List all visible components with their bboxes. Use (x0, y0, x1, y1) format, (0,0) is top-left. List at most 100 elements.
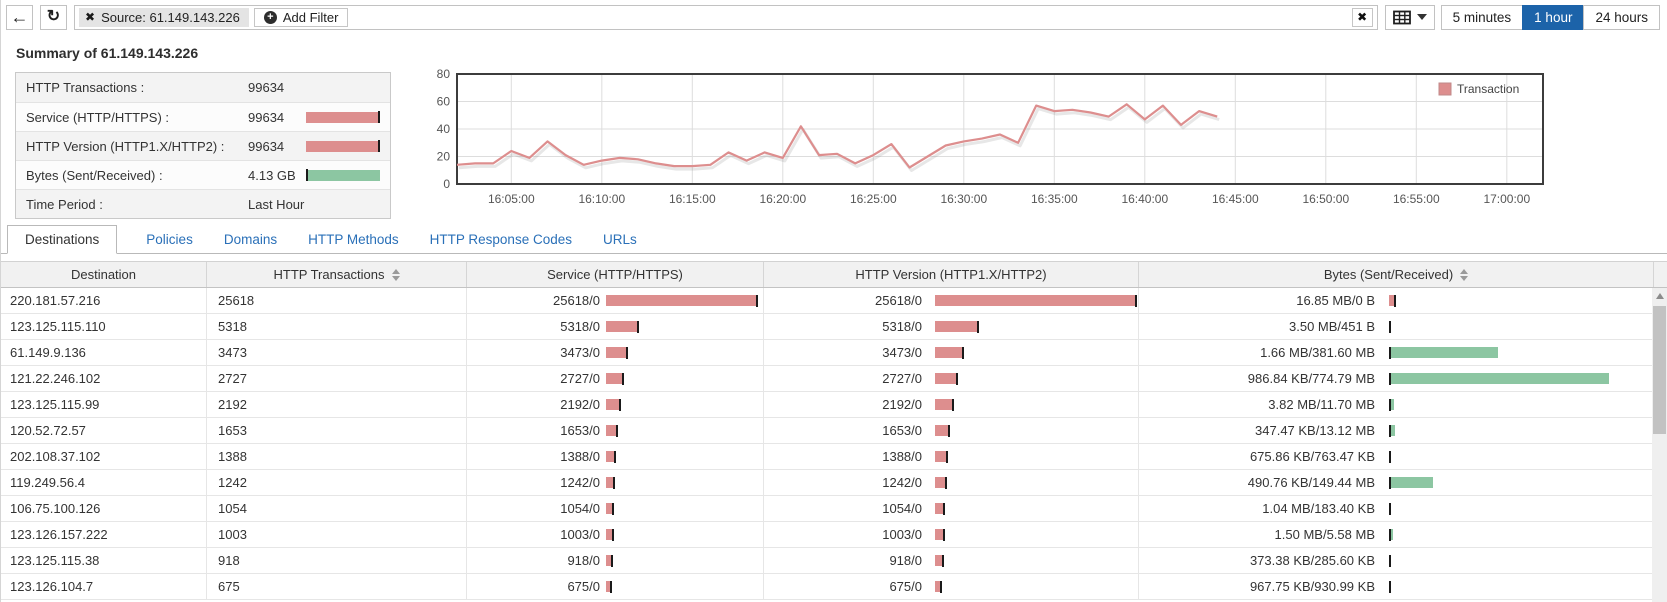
service-value: 1003/0 (560, 527, 600, 542)
back-button[interactable]: ← (6, 4, 33, 30)
http-version-bar (922, 502, 1130, 515)
remove-filter-icon[interactable]: ✖ (85, 10, 96, 24)
add-filter-button[interactable]: + Add Filter (253, 7, 349, 27)
table-view-menu-button[interactable] (1384, 4, 1435, 30)
transactions-cell: 2192 (206, 392, 466, 417)
tab-domains[interactable]: Domains (223, 232, 278, 247)
bytes-divider-tick (1389, 528, 1391, 541)
bytes-divider-tick (1389, 320, 1391, 333)
summary-row-label: Service (HTTP/HTTPS) : (26, 109, 170, 125)
table-row[interactable]: 123.126.104.7 675 675/0 675/0 967.75 KB/930.… (1, 574, 1653, 600)
tab-destinations[interactable]: Destinations (7, 225, 118, 254)
http-version-value: 1388/0 (882, 449, 922, 464)
table-row[interactable]: 123.126.157.222 1003 1003/0 1003/0 1.50 MB/5… (1, 522, 1653, 548)
tab-http-methods[interactable]: HTTP Methods (308, 232, 399, 247)
http-version-bar (922, 346, 1130, 359)
tab-http-response-codes[interactable]: HTTP Response Codes (429, 232, 572, 247)
table-row[interactable]: 202.108.37.102 1388 1388/0 1388/0 675.86 KB/… (1, 444, 1653, 470)
time-range-button-5-minutes[interactable]: 5 minutes (1440, 4, 1524, 30)
http1x-bar (935, 347, 962, 358)
svg-text:16:05:00: 16:05:00 (488, 192, 535, 206)
chevron-down-icon (1416, 14, 1427, 20)
tab-policies[interactable]: Policies (146, 232, 193, 247)
bytes-value: 1.50 MB/5.58 MB (1274, 527, 1375, 542)
vertical-scrollbar[interactable] (1652, 288, 1667, 602)
table-row[interactable]: 61.149.9.136 3473 3473/0 3473/0 1.66 MB/381.… (1, 340, 1653, 366)
bytes-bar (1375, 294, 1645, 307)
clear-filters-button[interactable]: ✖ (1351, 7, 1373, 27)
http1x-bar (935, 373, 956, 384)
http-bar (606, 399, 619, 410)
bytes-divider-tick (1389, 554, 1391, 567)
http-version-value: 1054/0 (882, 501, 922, 516)
column-header-label: Bytes (Sent/Received) (1323, 267, 1454, 282)
bytes-divider-tick (1389, 398, 1391, 411)
https-zero-tick (378, 140, 380, 152)
bytes-value: 373.38 KB/285.60 KB (1249, 553, 1375, 568)
svg-text:Transaction: Transaction (1457, 82, 1519, 96)
table-row[interactable]: 106.75.100.126 1054 1054/0 1054/0 1.04 MB/18… (1, 496, 1653, 522)
http-version-value: 5318/0 (882, 319, 922, 334)
column-header-bytes-sent-received-[interactable]: Bytes (Sent/Received) (1138, 262, 1653, 287)
scrollbar-thumb[interactable] (1653, 306, 1666, 434)
sort-icon[interactable] (391, 268, 400, 281)
table-row[interactable]: 220.181.57.216 25618 25618/0 25618/0 16.85 M… (1, 288, 1653, 314)
bytes-cell: 986.84 KB/774.79 MB (1138, 366, 1653, 391)
bytes-bar (1375, 528, 1645, 541)
http-bar (606, 477, 613, 488)
http1x-bar (935, 425, 948, 436)
table-row[interactable]: 123.125.115.110 5318 5318/0 5318/0 3.50 MB/4… (1, 314, 1653, 340)
column-header-http-transactions[interactable]: HTTP Transactions (206, 262, 466, 287)
bytes-divider-tick (1389, 372, 1391, 385)
received-bar (308, 169, 380, 181)
http-version-bar (922, 424, 1130, 437)
summary-row-bar (306, 111, 380, 123)
transactions-line-chart: 0 20 40 60 80 16:05:00 16:10:00 16:15:00 16:20:0… (437, 67, 1544, 206)
column-header-destination[interactable]: Destination (1, 262, 206, 287)
bytes-bar (1375, 580, 1645, 593)
http-version-bar (922, 580, 1130, 593)
http-version-bar (922, 450, 1130, 463)
bytes-value: 3.82 MB/11.70 MB (1268, 397, 1375, 412)
bytes-value: 675.86 KB/763.47 KB (1249, 449, 1375, 464)
http-version-bar (922, 372, 1130, 385)
https-zero-tick (612, 502, 614, 515)
bytes-cell: 967.75 KB/930.99 KB (1138, 574, 1653, 599)
scroll-up-arrow-icon[interactable] (1652, 288, 1667, 303)
svg-text:16:40:00: 16:40:00 (1121, 192, 1168, 206)
service-value: 5318/0 (560, 319, 600, 334)
column-header-service-http-https-[interactable]: Service (HTTP/HTTPS) (466, 262, 763, 287)
sent-tick (306, 169, 308, 181)
time-range-button-1-hour[interactable]: 1 hour (1522, 4, 1585, 30)
table-row[interactable]: 123.125.115.99 2192 2192/0 2192/0 3.82 MB/11… (1, 392, 1653, 418)
summary-row-value: 99634 (248, 138, 285, 154)
http-version-cell: 1388/0 (763, 444, 1138, 469)
https-zero-tick (626, 346, 628, 359)
http-version-cell: 5318/0 (763, 314, 1138, 339)
service-cell: 1388/0 (466, 444, 763, 469)
refresh-button[interactable]: ↻ (40, 4, 67, 30)
service-value: 1388/0 (560, 449, 600, 464)
tab-urls[interactable]: URLs (602, 232, 637, 247)
filter-bar[interactable]: ✖ Source: 61.149.143.226 + Add Filter ✖ (74, 4, 1378, 30)
table-row[interactable]: 121.22.246.102 2727 2727/0 2727/0 986.84 KB/… (1, 366, 1653, 392)
destination-cell: 123.126.104.7 (10, 579, 94, 594)
bytes-cell: 16.85 MB/0 B (1138, 288, 1653, 313)
time-range-button-24-hours[interactable]: 24 hours (1583, 4, 1660, 30)
column-header-http-version-http1-x-http2-[interactable]: HTTP Version (HTTP1.X/HTTP2) (763, 262, 1138, 287)
table-row[interactable]: 123.125.115.38 918 918/0 918/0 373.38 KB/285… (1, 548, 1653, 574)
bytes-cell: 1.66 MB/381.60 MB (1138, 340, 1653, 365)
source-filter-chip[interactable]: ✖ Source: 61.149.143.226 (79, 7, 249, 27)
destination-cell: 120.52.72.57 (10, 423, 86, 438)
https-zero-tick (611, 554, 613, 567)
http1x-bar (935, 399, 952, 410)
table-row[interactable]: 120.52.72.57 1653 1653/0 1653/0 347.47 KB/13… (1, 418, 1653, 444)
service-value: 918/0 (567, 553, 600, 568)
table-row[interactable]: 119.249.56.4 1242 1242/0 1242/0 490.76 KB/14… (1, 470, 1653, 496)
http2-zero-tick (956, 372, 958, 385)
service-bar (600, 554, 755, 567)
sort-icon[interactable] (1460, 268, 1469, 281)
summary-row-bar (306, 169, 380, 181)
destination-cell: 119.249.56.4 (10, 475, 85, 490)
